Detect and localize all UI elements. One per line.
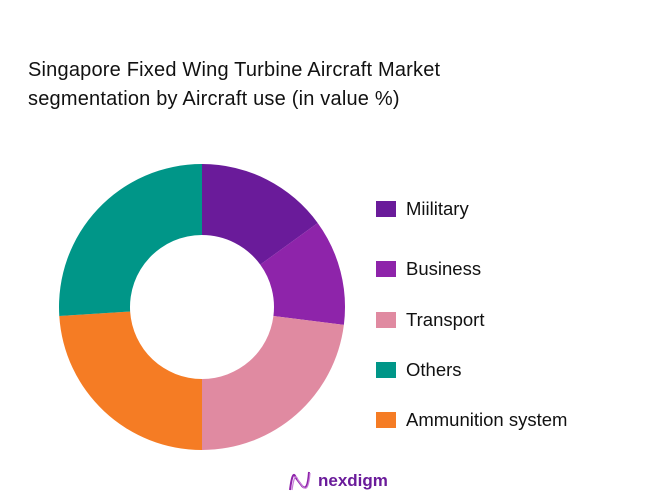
legend-swatch <box>376 412 396 428</box>
legend-label: Ammunition system <box>406 409 568 430</box>
legend-item: Miilitary <box>376 198 469 220</box>
legend-item: Others <box>376 359 462 381</box>
legend-item: Business <box>376 258 481 280</box>
legend-label: Business <box>406 258 482 279</box>
legend-swatch <box>376 261 396 277</box>
brand-name: nexdigm <box>318 471 388 490</box>
brand-logo: nexdigm <box>288 470 388 492</box>
legend-label: Miilitary <box>406 198 469 219</box>
legend-swatch <box>376 362 396 378</box>
legend-swatch <box>376 201 396 217</box>
nexdigm-logo-icon <box>289 471 311 491</box>
donut-slice-ammunition-system <box>59 311 202 450</box>
legend-label: Others <box>406 359 462 380</box>
legend-item: Ammunition system <box>376 409 567 431</box>
legend-item: Transport <box>376 309 484 331</box>
donut-slice-others <box>58 164 202 316</box>
chart-title: Singapore Fixed Wing Turbine Aircraft Ma… <box>28 56 440 114</box>
legend-swatch <box>376 312 396 328</box>
donut-slice-miilitary <box>202 164 318 265</box>
donut-slice-transport <box>202 316 344 450</box>
chart-title-line-2: segmentation by Aircraft use (in value %… <box>28 88 400 110</box>
chart-title-line-1: Singapore Fixed Wing Turbine Aircraft Ma… <box>28 59 441 81</box>
donut-slice-business <box>260 222 346 325</box>
legend-label: Transport <box>406 309 485 330</box>
